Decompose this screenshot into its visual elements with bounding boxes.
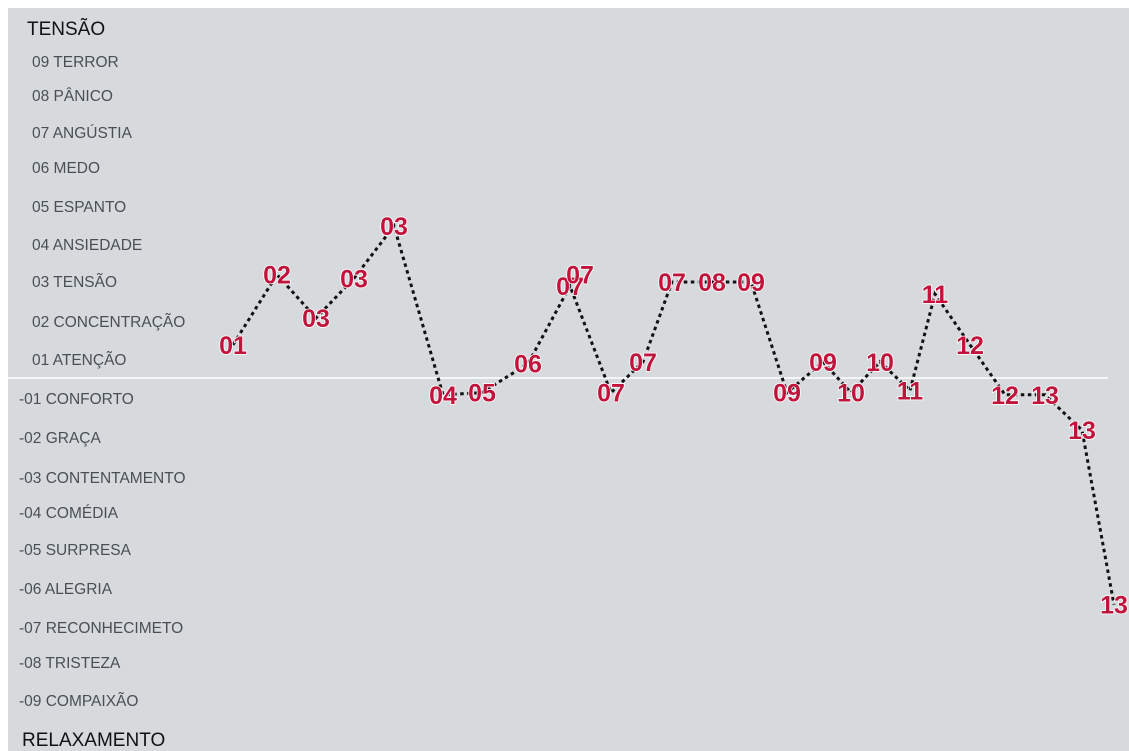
point-label: 12 — [991, 382, 1019, 410]
y-top-label: TENSÃO — [27, 18, 105, 40]
y-level-label: -05 SURPRESA — [19, 542, 132, 559]
point-label: 06 — [514, 351, 542, 379]
point-label: 07 — [629, 349, 657, 377]
point-label: 07 — [597, 380, 625, 408]
y-level-label: 02 CONCENTRAÇÃO — [32, 314, 185, 331]
point-label: 09 — [809, 349, 837, 377]
point-label: 02 — [263, 262, 291, 290]
point-label: 07 — [658, 269, 686, 297]
y-level-labels: 09 TERROR 08 PÂNICO 07 ANGÚSTIA 06 MEDO 05 E… — [19, 54, 186, 710]
y-level-label: 08 PÂNICO — [32, 88, 113, 105]
y-bottom-label: RELAXAMENTO — [22, 730, 165, 751]
y-level-label: -07 RECONHECIMETO — [19, 620, 183, 637]
point-label: 13 — [1100, 592, 1128, 620]
y-level-label: -06 ALEGRIA — [19, 581, 113, 598]
point-label: 09 — [773, 380, 801, 408]
y-level-label: 07 ANGÚSTIA — [32, 125, 133, 142]
y-level-label: 04 ANSIEDADE — [32, 237, 142, 254]
y-level-label: -04 COMÉDIA — [19, 505, 119, 522]
y-level-label: 05 ESPANTO — [32, 199, 126, 216]
point-label: 04 — [429, 382, 457, 410]
point-label: 09 — [737, 269, 765, 297]
point-label: 03 — [380, 213, 408, 241]
point-label: 03 — [302, 305, 330, 333]
point-label: 08 — [698, 269, 726, 297]
point-label: 07 — [556, 273, 584, 301]
y-level-label: -01 CONFORTO — [19, 391, 134, 408]
point-label: 05 — [468, 380, 496, 408]
y-level-label: 01 ATENÇÃO — [32, 352, 126, 369]
y-level-label: 03 TENSÃO — [32, 274, 117, 291]
tension-line — [231, 222, 1116, 605]
y-level-label: -08 TRISTEZA — [19, 655, 121, 672]
point-label: 10 — [866, 349, 894, 377]
point-label: 13 — [1068, 417, 1096, 445]
point-label: 11 — [897, 378, 924, 406]
y-level-label: -02 GRAÇA — [19, 430, 101, 447]
point-label: 10 — [837, 380, 865, 408]
plot-background — [8, 8, 1129, 751]
y-level-label: -03 CONTENTAMENTO — [19, 470, 186, 487]
point-label: 12 — [956, 332, 984, 360]
point-label: 11 — [922, 281, 949, 309]
point-label: 13 — [1031, 382, 1059, 410]
y-level-label: 09 TERROR — [32, 54, 119, 71]
point-label: 03 — [340, 265, 368, 293]
point-label: 01 — [219, 332, 247, 360]
y-level-label: -09 COMPAIXÃO — [19, 693, 138, 710]
y-level-label: 06 MEDO — [32, 160, 100, 177]
point-label: 07 — [566, 262, 594, 290]
